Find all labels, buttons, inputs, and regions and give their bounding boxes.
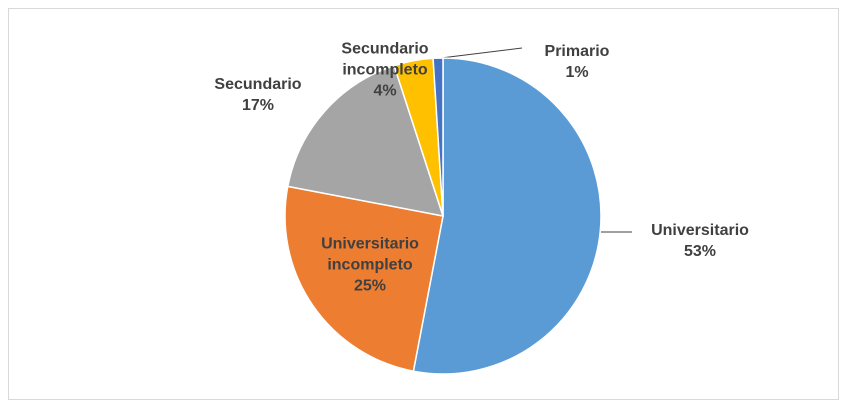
data-label: Primario 1% — [522, 41, 632, 83]
category-label: Universitario incompleto — [321, 235, 419, 274]
pie-slice — [412, 57, 602, 375]
data-label: Secundario 17% — [198, 74, 318, 116]
category-label: Universitario — [651, 222, 749, 239]
value-label: 53% — [683, 243, 717, 260]
pie-slice — [284, 185, 444, 373]
data-label: Universitario incompleto 25% — [295, 234, 445, 297]
category-label: Secundario incompleto — [341, 40, 429, 79]
category-label: Primario — [544, 43, 610, 60]
data-label: Secundario incompleto 4% — [325, 39, 445, 102]
data-label: Universitario 53% — [635, 220, 765, 262]
value-label: 17% — [241, 97, 275, 114]
category-label: Secundario — [214, 76, 302, 93]
value-label: 25% — [353, 277, 387, 295]
pie-slice — [286, 64, 445, 217]
value-label: 4% — [373, 82, 397, 100]
pie-slice — [432, 57, 444, 217]
leader-line — [440, 47, 523, 59]
value-label: 1% — [565, 64, 589, 81]
